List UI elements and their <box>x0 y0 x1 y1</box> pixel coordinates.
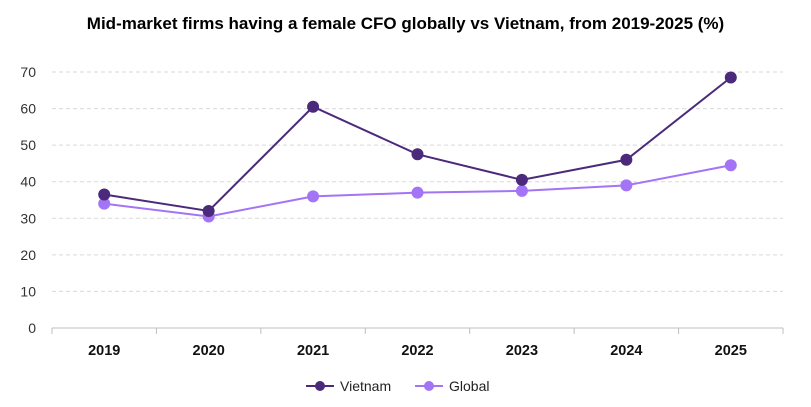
y-tick-label: 30 <box>20 210 36 226</box>
y-tick-label: 60 <box>20 101 36 117</box>
x-tick-label: 2022 <box>401 343 433 359</box>
data-point-vietnam <box>515 173 528 186</box>
x-tick-label: 2023 <box>506 343 538 359</box>
data-point-global <box>620 179 633 192</box>
x-tick-label: 2021 <box>297 343 329 359</box>
legend-label-vietnam: Vietnam <box>340 378 391 394</box>
data-point-global <box>98 197 111 210</box>
data-point-vietnam <box>411 148 424 161</box>
x-tick-label: 2025 <box>715 343 747 359</box>
chart-title: Mid-market firms having a female CFO glo… <box>86 14 725 33</box>
x-tick-label: 2024 <box>610 343 642 359</box>
data-point-vietnam <box>202 204 215 217</box>
y-tick-label: 0 <box>28 320 36 336</box>
y-tick-label: 50 <box>20 137 36 153</box>
data-point-global <box>724 159 737 172</box>
data-point-global <box>307 190 320 203</box>
data-point-vietnam <box>724 71 737 84</box>
data-point-vietnam <box>98 188 111 201</box>
legend-marker-global <box>424 381 434 391</box>
legend-label-global: Global <box>449 378 489 394</box>
legend-marker-vietnam <box>315 381 325 391</box>
x-tick-label: 2020 <box>193 343 225 359</box>
data-point-vietnam <box>620 153 633 166</box>
x-tick-label: 2019 <box>88 343 120 359</box>
y-tick-label: 40 <box>20 174 36 190</box>
data-point-global <box>515 184 528 197</box>
y-tick-label: 70 <box>20 64 36 80</box>
y-tick-label: 20 <box>20 247 36 263</box>
y-tick-label: 10 <box>20 283 36 299</box>
data-point-global <box>411 186 424 199</box>
data-point-vietnam <box>307 100 320 113</box>
